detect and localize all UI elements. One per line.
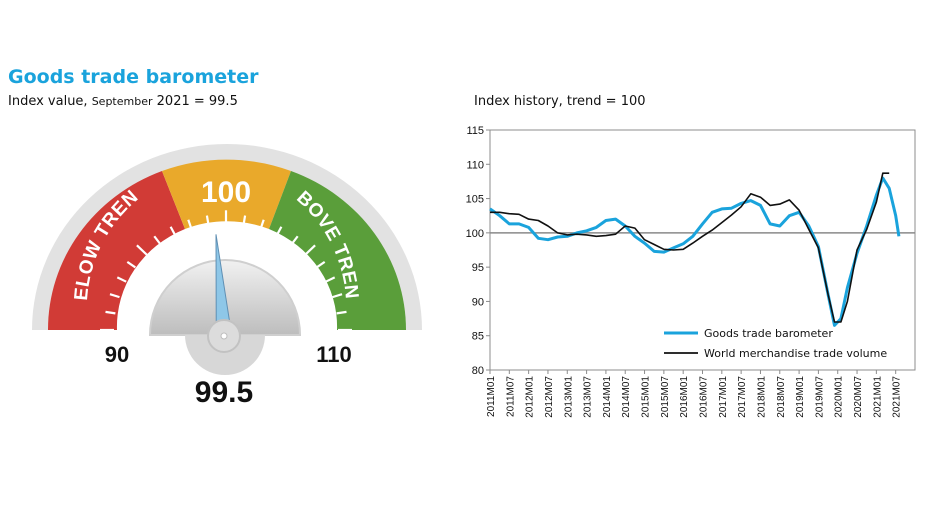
y-tick-label: 80 bbox=[472, 365, 484, 377]
gauge-tick bbox=[126, 260, 137, 269]
gauge-tick bbox=[332, 293, 343, 299]
gauge-tick bbox=[315, 260, 326, 269]
y-tick-label: 95 bbox=[472, 262, 484, 274]
y-tick-label: 85 bbox=[472, 331, 484, 343]
legend: Goods trade barometer World merchandise t… bbox=[664, 327, 887, 360]
x-tick-label: 2021M07 bbox=[892, 376, 903, 418]
x-tick-label: 2013M07 bbox=[583, 376, 594, 418]
subtitle-main: Index value, bbox=[8, 94, 92, 109]
gauge-tick bbox=[153, 235, 162, 245]
gauge-segment-center bbox=[162, 159, 291, 229]
gauge-tick bbox=[304, 244, 316, 256]
gauge-tick bbox=[275, 226, 283, 236]
gauge-center-label: 100 bbox=[201, 176, 251, 209]
gauge-tick bbox=[205, 215, 210, 226]
gauge-tick bbox=[259, 219, 265, 230]
gauge-value-label: 99.5 bbox=[195, 376, 253, 409]
x-tick-label: 2015M01 bbox=[641, 376, 652, 418]
x-tick-label: 2018M07 bbox=[776, 376, 787, 418]
gauge-tick bbox=[187, 219, 193, 230]
gauge-tick bbox=[136, 244, 148, 256]
gauge-subtitle: Index value, September 2021 = 99.5 bbox=[8, 94, 238, 109]
y-tick-label: 100 bbox=[466, 228, 484, 240]
gauge-segment-above bbox=[269, 171, 407, 330]
y-tick-label: 115 bbox=[466, 125, 484, 137]
subtitle-month: September bbox=[91, 95, 153, 108]
gauge-tick bbox=[336, 310, 347, 315]
x-tick-label: 2019M07 bbox=[814, 376, 825, 418]
x-tick-label: 2012M07 bbox=[544, 376, 555, 418]
subtitle-value: 2021 = 99.5 bbox=[152, 94, 238, 109]
y-tick-label: 90 bbox=[472, 296, 484, 308]
x-tick-label: 2020M07 bbox=[853, 376, 864, 418]
y-axis: 80 85 90 95 100 105 110 115 bbox=[466, 125, 490, 377]
gauge-tick bbox=[290, 235, 299, 245]
gauge-hub-base bbox=[185, 335, 265, 375]
x-tick-label: 2014M01 bbox=[602, 376, 613, 418]
x-tick-label: 2020M01 bbox=[834, 376, 845, 418]
x-tick-label: 2021M01 bbox=[872, 376, 883, 418]
gauge-tick bbox=[325, 276, 336, 283]
x-tick-label: 2012M01 bbox=[525, 376, 536, 418]
gauge-tick bbox=[109, 293, 120, 299]
legend-label: Goods trade barometer bbox=[704, 327, 833, 340]
x-tick-label: 2016M01 bbox=[679, 376, 690, 418]
gauge-segment-below bbox=[47, 171, 185, 330]
gauge-min-label: 90 bbox=[105, 342, 129, 367]
x-tick-label: 2017M07 bbox=[737, 376, 748, 418]
x-tick-label: 2016M07 bbox=[699, 376, 710, 418]
gauge-max-label: 110 bbox=[316, 342, 352, 367]
gauge-tick bbox=[116, 276, 127, 283]
plot-area bbox=[489, 129, 916, 371]
series-lines bbox=[489, 172, 901, 327]
series-line-0 bbox=[489, 176, 901, 327]
y-tick-label: 110 bbox=[466, 159, 484, 171]
x-tick-label: 2017M01 bbox=[718, 376, 729, 418]
x-tick-label: 2011M01 bbox=[486, 376, 497, 417]
gauge-ticks bbox=[100, 210, 352, 332]
gauge-tick bbox=[105, 310, 116, 315]
series-line-1 bbox=[490, 172, 890, 323]
legend-label: World merchandise trade volume bbox=[704, 347, 887, 360]
x-axis: 2011M01 2011M07 2012M01 2012M07 2013M01 2013M… bbox=[486, 370, 903, 418]
x-tick-label: 2014M07 bbox=[621, 376, 632, 418]
chart-title: Index history, trend = 100 bbox=[474, 94, 646, 109]
gauge-pivot-center bbox=[220, 332, 228, 340]
gauge-tick bbox=[169, 226, 177, 236]
x-tick-label: 2011M07 bbox=[505, 376, 516, 417]
x-tick-label: 2019M01 bbox=[795, 376, 806, 418]
y-tick-label: 105 bbox=[466, 194, 484, 206]
x-tick-label: 2015M07 bbox=[660, 376, 671, 418]
x-tick-label: 2018M01 bbox=[756, 376, 767, 418]
gauge-tick bbox=[242, 215, 247, 226]
x-tick-label: 2013M01 bbox=[563, 376, 574, 418]
page-title: Goods trade barometer bbox=[8, 66, 259, 88]
